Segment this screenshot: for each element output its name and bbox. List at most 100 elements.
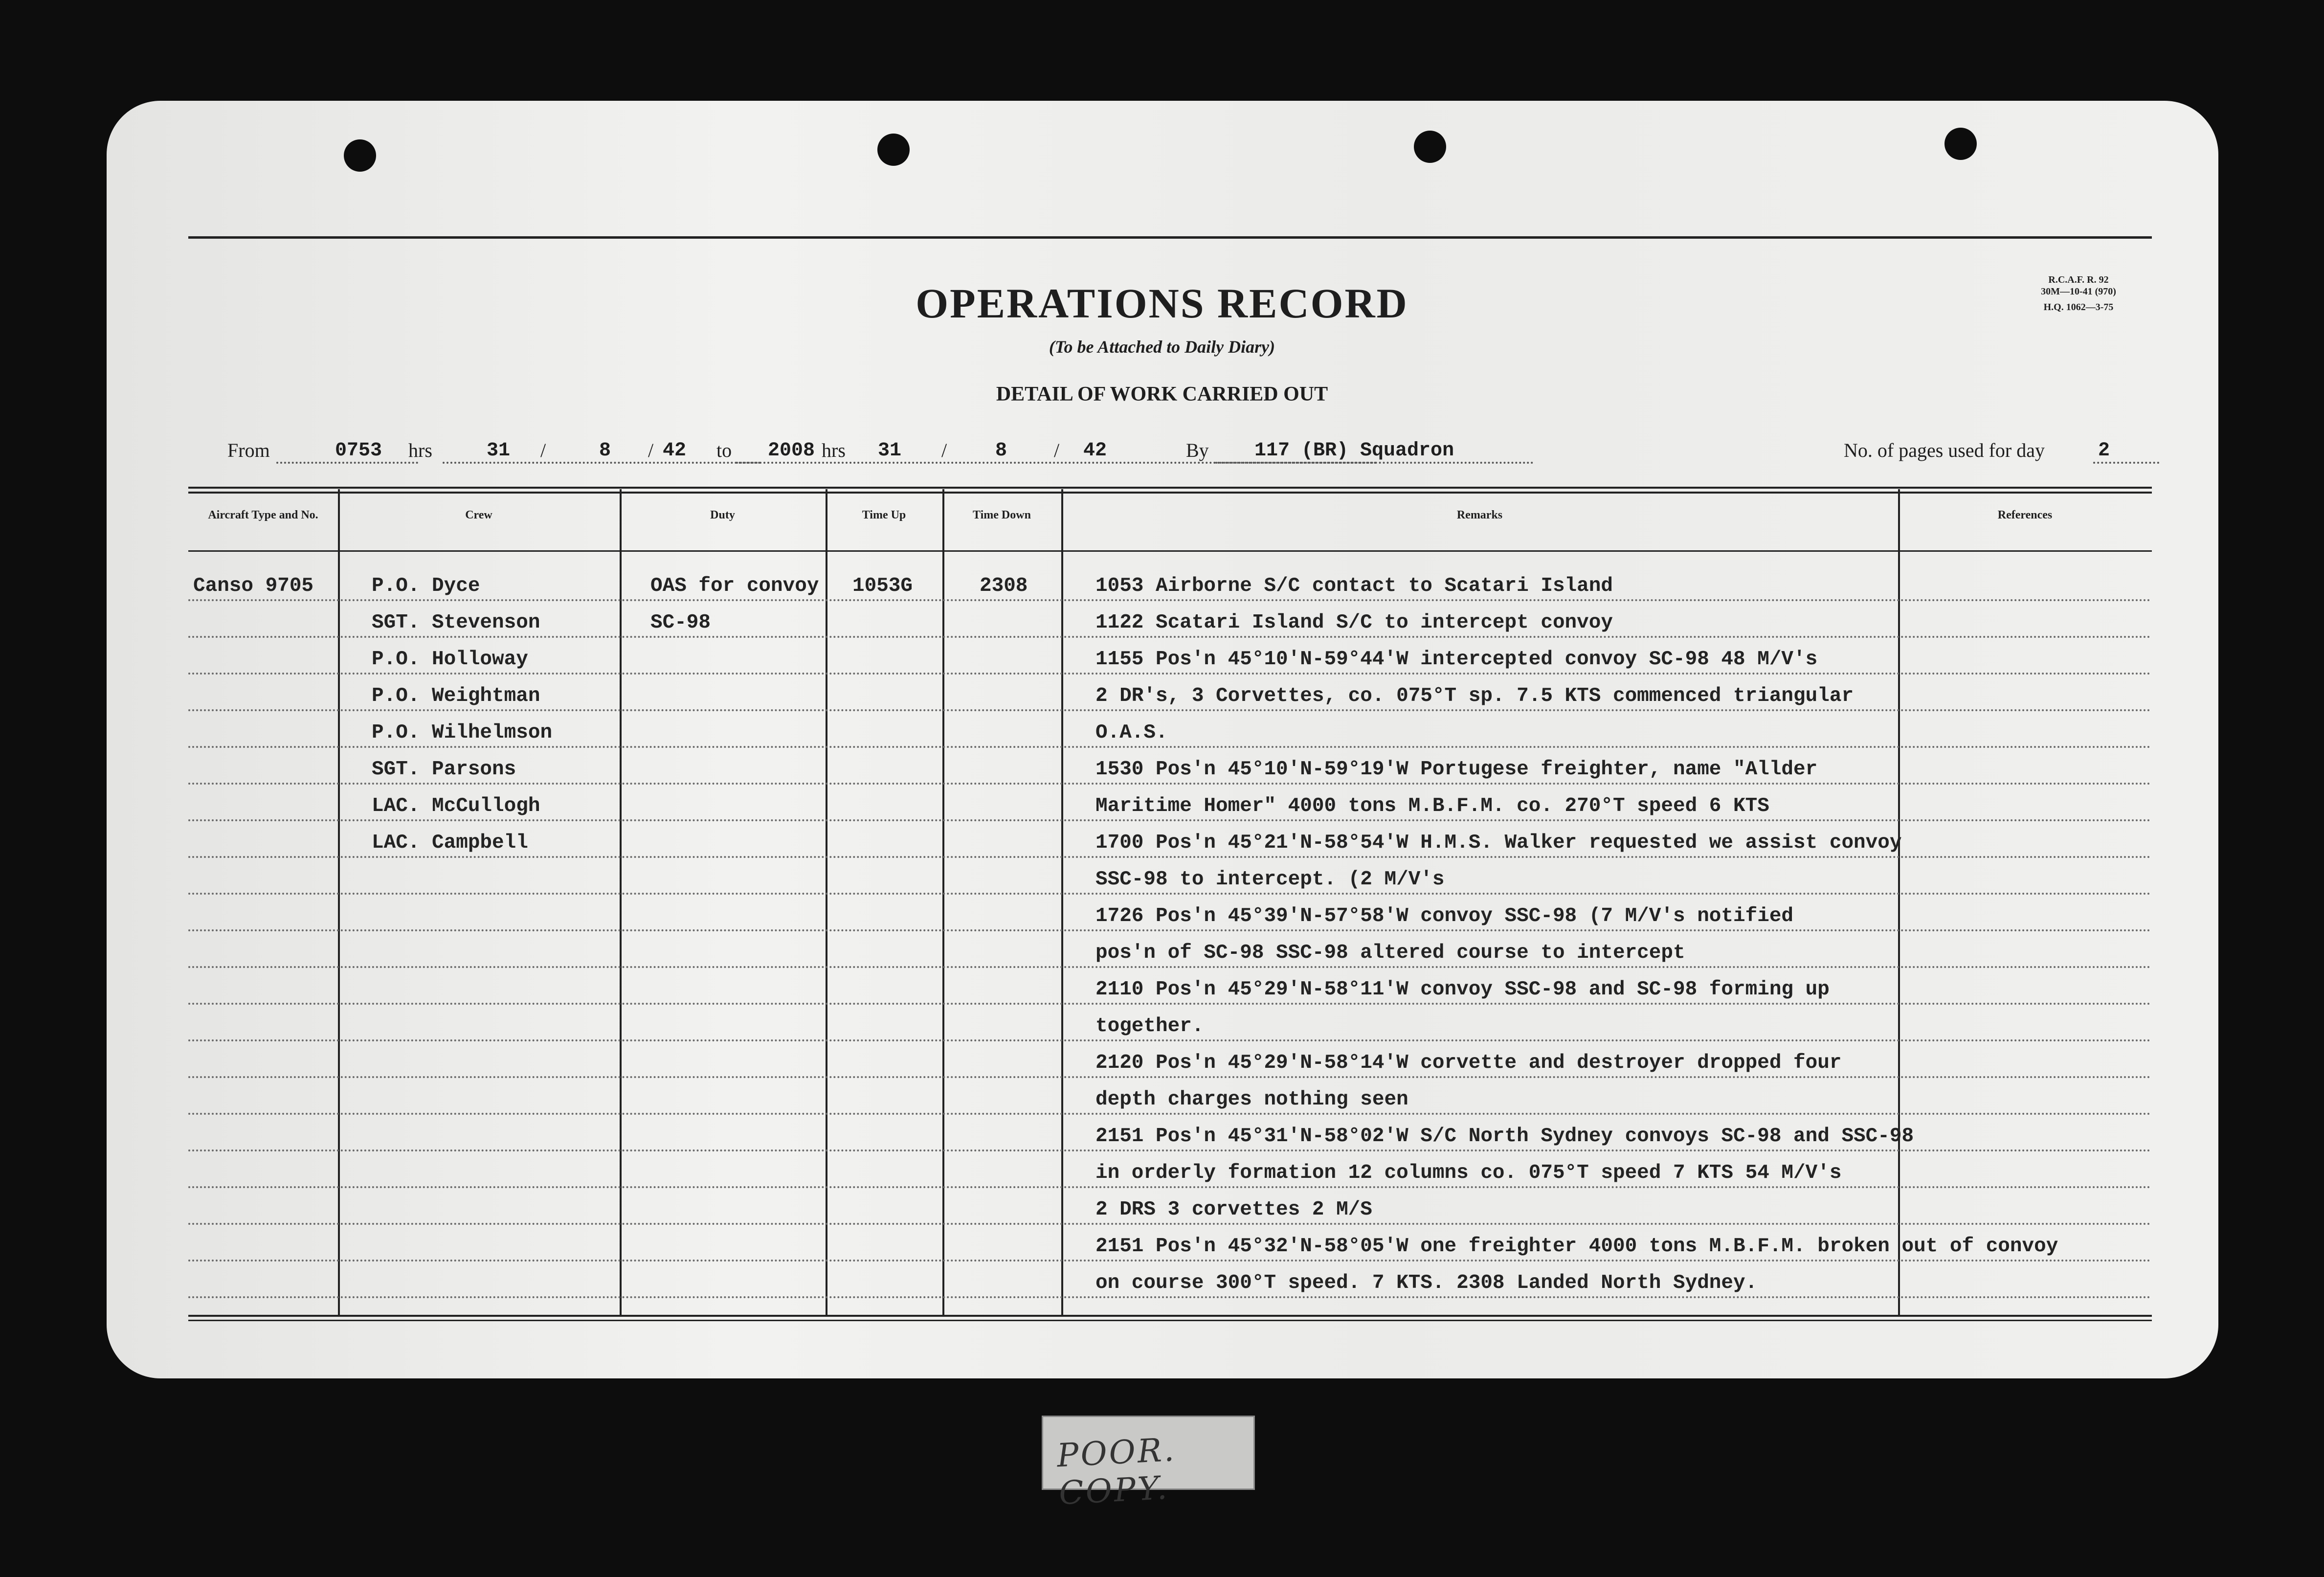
column-divider [942,489,944,1316]
form-code-line: 30M—10-41 (970) [2041,286,2116,297]
crew-cell: LAC. McCullogh [372,795,540,817]
column-divider [1061,489,1063,1316]
column-divider [338,489,340,1316]
from-month: 8 [599,440,611,462]
remarks-cell: 1053 Airborne S/C contact to Scatari Isl… [1095,575,1613,597]
table-row: together. [188,1003,2152,1041]
remarks-cell: in orderly formation 12 columns co. 075°… [1095,1162,1842,1184]
to-label: to [716,439,732,461]
crew-cell: P.O. Wilhelmson [372,721,553,744]
remarks-cell: 2110 Pos'n 45°29'N-58°11'W convoy SSC-98… [1095,978,1830,1001]
punch-hole [344,139,376,172]
table-row: 1726 Pos'n 45°39'N-57°58'W convoy SSC-98… [188,893,2152,931]
squadron: 117 (BR) Squadron [1254,440,1454,462]
crew-cell: P.O. Dyce [372,575,480,597]
column-header: References [1997,509,2053,521]
to-day: 31 [878,440,902,462]
crew-cell: LAC. Campbell [372,832,528,854]
date-slash: / [648,439,654,461]
column-header: Remarks [1456,509,1503,521]
from-year: 42 [663,440,687,462]
crew-cell: SGT. Stevenson [372,611,540,634]
table-row: in orderly formation 12 columns co. 075°… [188,1149,2152,1188]
poor-copy-stamp: POOR. COPY. [1042,1416,1255,1512]
remarks-cell: together. [1095,1015,1204,1037]
table-row: depth charges nothing seen [188,1076,2152,1115]
column-header: Time Down [973,509,1031,521]
table-row: SSC-98 to intercept. (2 M/V's [188,856,2152,895]
to-year: 42 [1083,440,1107,462]
date-slash: / [540,439,546,461]
table-row: 2151 Pos'n 45°32'N-58°05'W one freighter… [188,1223,2152,1262]
pages-count: 2 [2098,440,2110,462]
remarks-cell: on course 300°T speed. 7 KTS. 2308 Lande… [1095,1272,1758,1294]
table-row: P.O. Wilhelmson O.A.S. [188,709,2152,748]
poor-copy-text: POOR. COPY. [1056,1430,1177,1512]
aircraft-cell: Canso 9705 [193,575,314,597]
pages-label: No. of pages used for day [1844,439,2045,461]
from-label: From [227,439,270,461]
column-header: Crew [465,509,492,521]
remarks-cell: 2151 Pos'n 45°31'N-58°02'W S/C North Syd… [1095,1125,1914,1148]
remarks-cell: 1122 Scatari Island S/C to intercept con… [1095,611,1613,634]
table-top-rule [188,487,2152,489]
remarks-cell: 2 DRS 3 corvettes 2 M/S [1095,1198,1372,1221]
by-label: By [1186,439,1209,461]
remarks-cell: O.A.S. [1095,721,1168,744]
hrs-label: hrs [822,439,846,461]
table-row: 2151 Pos'n 45°31'N-58°02'W S/C North Syd… [188,1113,2152,1151]
date-slash: / [1054,439,1060,461]
crew-cell: P.O. Weightman [372,685,540,707]
column-header: Aircraft Type and No. [208,509,318,521]
remarks-cell: 2151 Pos'n 45°32'N-58°05'W one freighter… [1095,1235,2058,1258]
remarks-cell: 2120 Pos'n 45°29'N-58°14'W corvette and … [1095,1052,1842,1074]
table-top-rule [188,492,2152,494]
punch-hole [1414,131,1446,163]
remarks-cell: 1530 Pos'n 45°10'N-59°19'W Portugese fre… [1095,758,1818,781]
time-up-cell: 1053G [852,575,913,597]
remarks-cell: 2 DR's, 3 Corvettes, co. 075°T sp. 7.5 K… [1095,685,1854,707]
top-rule [188,236,2152,239]
form-subtitle: (To be Attached to Daily Diary) [1049,337,1275,357]
table-row: Canso 9705 P.O. Dyce OAS for convoy 1053G 23… [188,563,2152,601]
remarks-cell: depth charges nothing seen [1095,1088,1408,1111]
column-header: Time Up [862,509,906,521]
remarks-cell: 1155 Pos'n 45°10'N-59°44'W intercepted c… [1095,648,1818,671]
to-month: 8 [995,440,1007,462]
punch-hole [1944,128,1977,160]
duty-cell: OAS for convoy [650,575,819,597]
to-time: 2008 [768,440,815,462]
time-down-cell: 2308 [980,575,1028,597]
table-row: 2120 Pos'n 45°29'N-58°14'W corvette and … [188,1039,2152,1078]
date-slash: / [941,439,947,461]
crew-cell: P.O. Holloway [372,648,528,671]
form-code: R.C.A.F. R. 92 30M—10-41 (970) H.Q. 1062… [2015,274,2142,313]
duty-cell: SC-98 [650,611,711,634]
table-row: 2110 Pos'n 45°29'N-58°11'W convoy SSC-98… [188,966,2152,1005]
table-row: on course 300°T speed. 7 KTS. 2308 Lande… [188,1260,2152,1298]
remarks-cell: 1726 Pos'n 45°39'N-57°58'W convoy SSC-98… [1095,905,1794,927]
column-divider [826,489,827,1316]
remarks-cell: SSC-98 to intercept. (2 M/V's [1095,868,1445,891]
period-line: From 0753 hrs 31 / 8 / 42 to 2008 hrs 31… [227,430,2159,465]
punch-hole [877,134,910,166]
hrs-label: hrs [408,439,432,461]
remarks-cell: 1700 Pos'n 45°21'N-58°54'W H.M.S. Walker… [1095,832,1902,854]
crew-cell: SGT. Parsons [372,758,516,781]
remarks-cell: pos'n of SC-98 SSC-98 altered course to … [1095,942,1685,964]
from-time: 0753 [335,440,382,462]
column-header: Duty [710,509,735,521]
table-row: SGT. Stevenson SC-98 1122 Scatari Island S… [188,599,2152,638]
form-title: OPERATIONS RECORD [916,280,1408,327]
column-divider [620,489,622,1316]
from-day: 31 [487,440,511,462]
table-bottom-rule [188,1320,2152,1321]
table-row: LAC. Campbell 1700 Pos'n 45°21'N-58°54'W … [188,819,2152,858]
column-divider [1898,489,1900,1316]
record-sheet [107,101,2218,1378]
remarks-cell: Maritime Homer" 4000 tons M.B.F.M. co. 2… [1095,795,1769,817]
form-code-line: H.Q. 1062—3-75 [2043,302,2114,313]
table-row: 2 DRS 3 corvettes 2 M/S [188,1186,2152,1225]
form-code-line: R.C.A.F. R. 92 [2048,274,2109,285]
table-row: pos'n of SC-98 SSC-98 altered course to … [188,929,2152,968]
